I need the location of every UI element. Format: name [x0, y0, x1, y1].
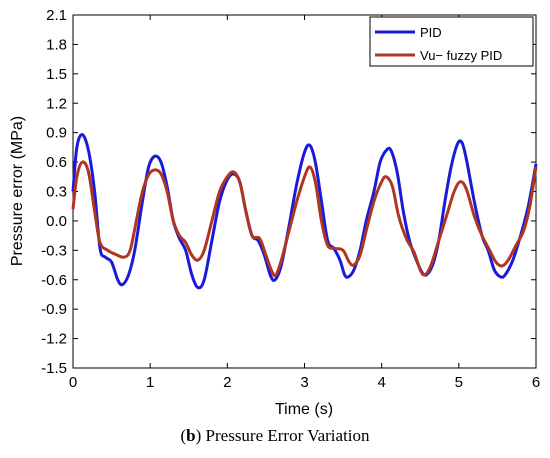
legend-label-pid: PID — [420, 25, 442, 40]
y-tick-label: 1.2 — [46, 95, 67, 112]
caption-text: ) Pressure Error Variation — [195, 426, 370, 445]
caption-letter: b — [186, 426, 196, 445]
y-tick-label: 0.6 — [46, 154, 67, 171]
x-tick-label: 4 — [377, 374, 385, 391]
y-tick-label: -1.5 — [41, 360, 67, 377]
x-tick-label: 0 — [69, 374, 77, 391]
y-tick-label: 0.9 — [46, 125, 67, 142]
pressure-error-chart: 0 1 2 3 4 5 6 -1.5 -1.2 -0.9 -0.6 -0.3 0.0 0.3 0.6 0.9… — [9, 7, 540, 418]
legend-label-vu-fuzzy-pid: Vu− fuzzy PID — [420, 48, 502, 63]
series-line-vu-fuzzy-pid — [71, 160, 538, 278]
x-tick-label: 2 — [223, 374, 231, 391]
figure-caption: (b) Pressure Error Variation — [0, 426, 550, 446]
y-tick-label: -1.2 — [41, 331, 67, 348]
caption-open-paren: ( — [180, 426, 187, 445]
y-axis-label: Pressure error (MPa) — [9, 116, 26, 266]
y-tick-label: 1.5 — [46, 66, 67, 83]
y-tick-label: 0.3 — [46, 184, 67, 201]
y-tick-label: 0.0 — [46, 213, 67, 230]
series-line-pid — [71, 133, 538, 290]
y-axis-ticks: -1.5 -1.2 -0.9 -0.6 -0.3 0.0 0.3 0.6 0.9 1.2 1.5 1.… — [41, 7, 536, 377]
series-lines — [71, 133, 538, 290]
y-tick-label: -0.3 — [41, 242, 67, 259]
x-tick-label: 6 — [532, 374, 540, 391]
x-tick-label: 5 — [455, 374, 463, 391]
legend-box — [369, 16, 534, 67]
x-tick-label: 3 — [300, 374, 308, 391]
y-tick-label: -0.6 — [41, 272, 67, 289]
y-tick-label: -0.9 — [41, 301, 67, 318]
x-tick-label: 1 — [146, 374, 154, 391]
y-tick-label: 2.1 — [46, 7, 67, 24]
legend: PID Vu− fuzzy PID — [369, 16, 534, 67]
y-tick-label: 1.8 — [46, 36, 67, 53]
x-axis-label: Time (s) — [275, 401, 333, 418]
